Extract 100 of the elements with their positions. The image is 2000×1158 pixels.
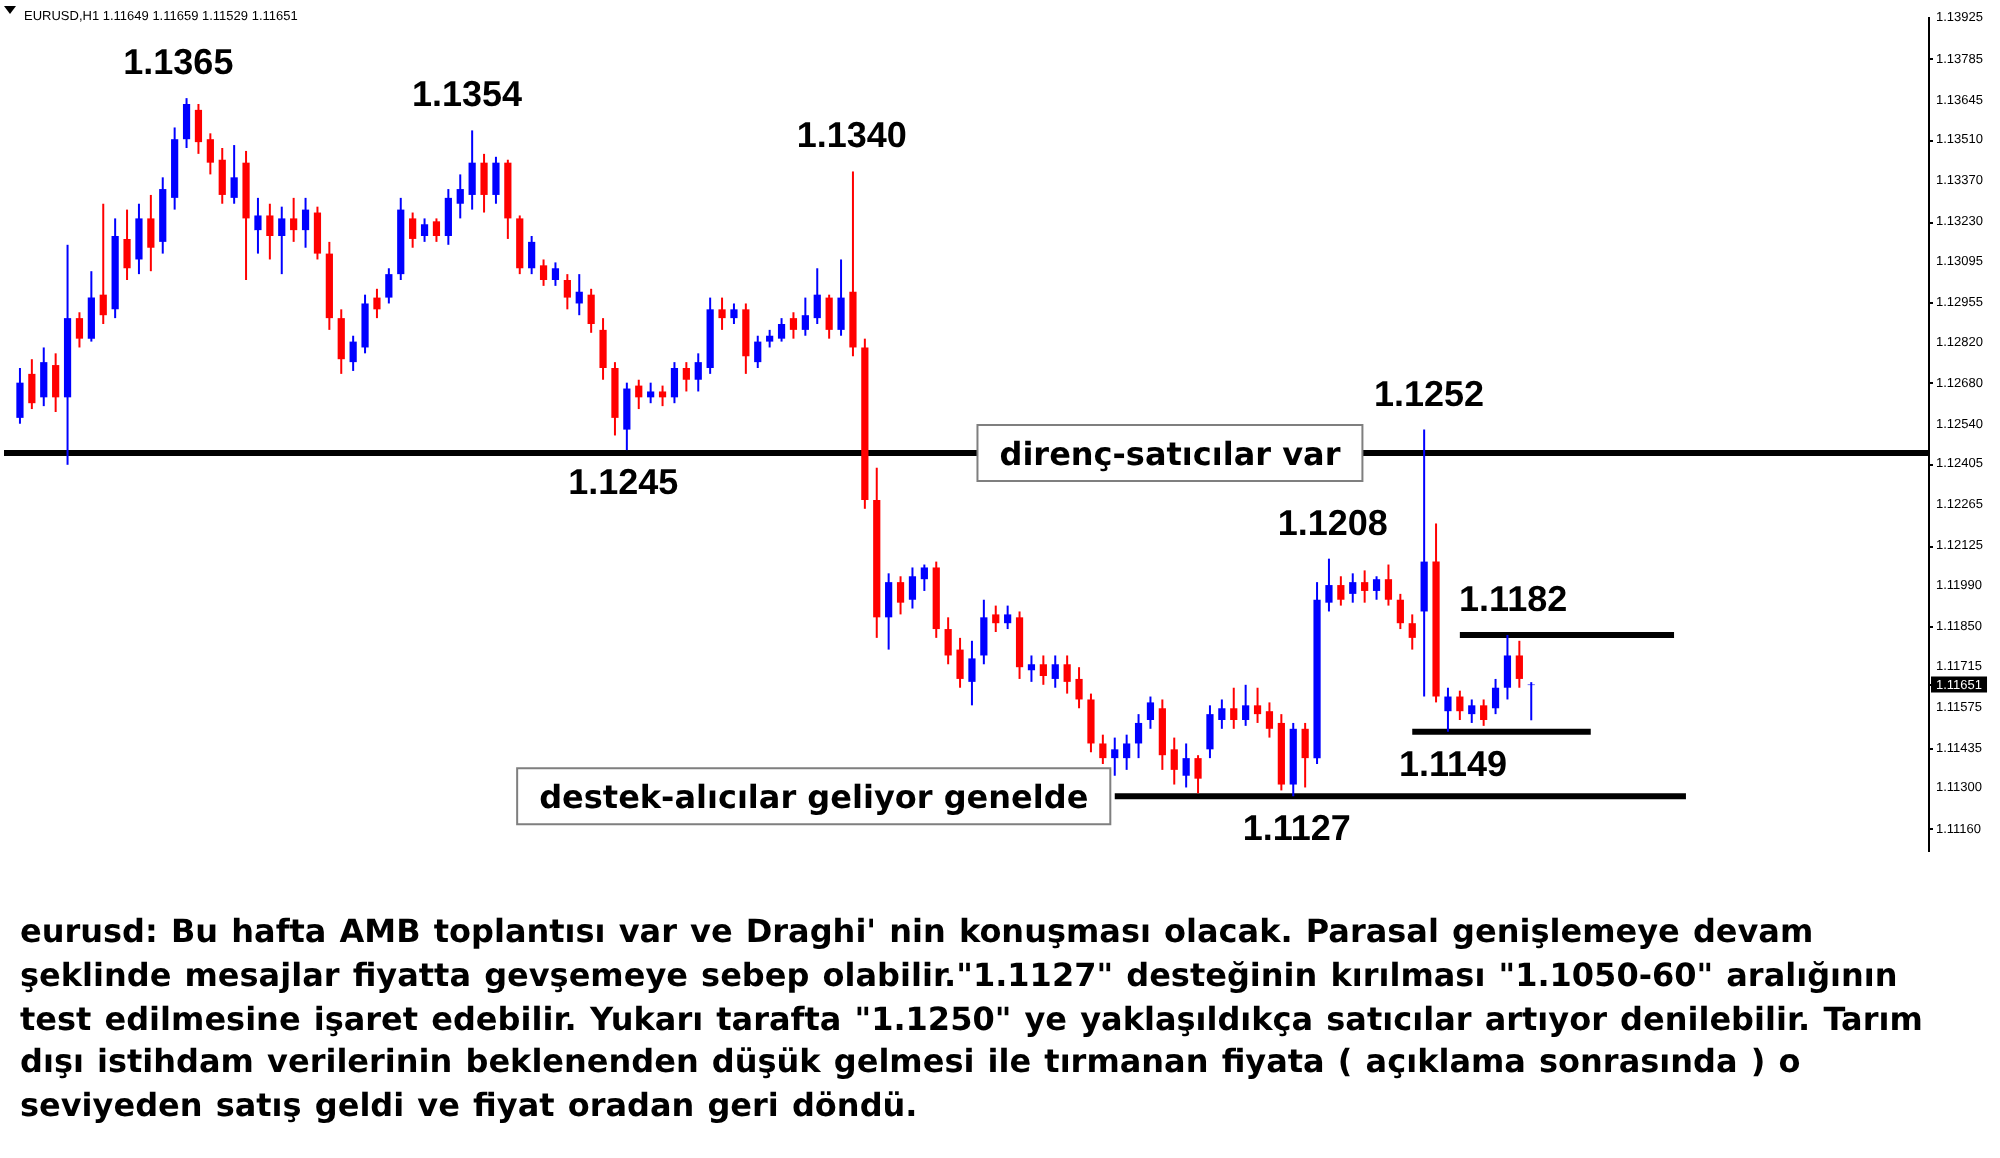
candlestick xyxy=(278,205,286,276)
candlestick xyxy=(718,296,726,331)
candlestick xyxy=(539,258,548,287)
candlestick xyxy=(432,217,441,243)
candlestick xyxy=(1123,733,1131,771)
candlestick xyxy=(635,378,643,411)
annotation: 1.1149 xyxy=(1398,743,1508,784)
candlestick xyxy=(75,311,84,349)
candlestick xyxy=(575,273,583,317)
candlestick xyxy=(896,575,905,616)
candlestick xyxy=(420,217,429,243)
annotation: 1.1365 xyxy=(123,42,234,83)
candlestick xyxy=(1039,654,1047,686)
candlestick xyxy=(266,202,274,261)
candlestick xyxy=(730,302,738,325)
candlestick xyxy=(99,202,107,325)
candlestick xyxy=(587,287,595,334)
candlestick xyxy=(290,196,298,243)
ref-line-label: direnç-satıcılar var xyxy=(999,435,1341,474)
candlestick xyxy=(1099,733,1107,765)
candlestick xyxy=(123,208,131,281)
candlestick xyxy=(920,563,928,592)
candlestick xyxy=(1134,713,1143,760)
annotation: 1.1245 xyxy=(568,462,679,503)
candlestick xyxy=(694,352,702,393)
candlestick xyxy=(1170,736,1178,786)
candlestick xyxy=(361,293,369,355)
candlestick xyxy=(337,308,345,375)
candlestick xyxy=(1182,742,1190,789)
candlestick xyxy=(16,367,24,425)
candlestick xyxy=(492,155,500,205)
candlestick xyxy=(1230,686,1238,730)
candlestick xyxy=(1004,604,1012,631)
candlestick xyxy=(1491,677,1500,716)
candlestick xyxy=(385,267,393,305)
candlestick xyxy=(28,358,36,411)
candlestick xyxy=(825,293,833,340)
candlestick xyxy=(468,129,476,211)
candlestick xyxy=(682,361,690,393)
candlestick xyxy=(1384,563,1393,607)
candlestick xyxy=(754,334,762,369)
candlestick xyxy=(147,193,155,273)
candlestick xyxy=(599,317,607,381)
candlestick xyxy=(1349,572,1357,604)
candlestick xyxy=(1242,683,1250,727)
candlestick xyxy=(1027,654,1036,683)
candlestick xyxy=(801,296,809,337)
candlestick xyxy=(1051,654,1059,689)
candlestick xyxy=(885,572,893,651)
candlestick xyxy=(1194,754,1202,795)
candlestick xyxy=(1158,698,1166,771)
candlestick xyxy=(623,381,631,452)
candlestick xyxy=(789,311,798,340)
candlestick xyxy=(1503,633,1512,701)
candlestick xyxy=(480,152,488,214)
candlestick xyxy=(87,270,95,343)
candlestick xyxy=(1361,569,1369,604)
candlestick xyxy=(1515,639,1523,689)
candlestick xyxy=(1480,698,1488,727)
candlestick xyxy=(1301,721,1309,789)
candlestick xyxy=(980,598,988,666)
candlestick xyxy=(528,235,536,276)
candlestick xyxy=(135,202,143,276)
candlestick xyxy=(206,132,214,176)
candlestick xyxy=(1111,736,1119,777)
candlestick xyxy=(1444,686,1452,733)
annotation: 1.1208 xyxy=(1277,502,1388,543)
candlestick xyxy=(1218,698,1226,730)
candlestick xyxy=(1468,698,1476,724)
annotation: 1.1182 xyxy=(1459,578,1568,619)
candlestick xyxy=(1408,613,1416,651)
candlestick xyxy=(1146,695,1155,730)
annotation: 1.1252 xyxy=(1373,373,1485,414)
candlestick xyxy=(40,346,48,408)
candlestick xyxy=(52,352,60,413)
annotation: 1.1354 xyxy=(411,74,523,115)
annotation: 1.1340 xyxy=(796,115,907,156)
candlestick xyxy=(1063,654,1071,695)
candlestick xyxy=(194,103,203,155)
text: eurusd: Bu hafta AMB toplantısı var ve Draghi' nin konuşması olacak. Parasal genişlemeye devam şeklinde mesajlar fiyatta gevşemeye sebep olabilir."1.1127" desteğinin kırılması "1.1050-60" aralığının test edilmesine işaret edebilir. Yukarı tarafta "1.1250" ye yaklaşıldıkça satıcılar artıyor denilebilir. Tarım dışı istihdam verilerinin beklenenden düşük gelmesi ile tırmanan fiyata ( açıklama sonrasında ) o seviyeden satış geldi ve fiyat oradan geri döndü. xyxy=(20,910,1925,1128)
candlestick xyxy=(658,384,667,408)
candlestick xyxy=(230,144,238,205)
candlestick xyxy=(182,97,191,149)
candlestick xyxy=(551,261,560,287)
candlestick xyxy=(301,196,310,249)
candlestick xyxy=(444,188,452,246)
candlestick xyxy=(956,636,964,689)
candlestick xyxy=(813,267,821,325)
candlestick xyxy=(992,604,1000,633)
candlestick xyxy=(1253,686,1262,724)
candlestick xyxy=(968,639,976,707)
candlestick xyxy=(908,566,917,610)
candlestick xyxy=(409,211,417,249)
candlestick xyxy=(563,273,571,311)
candlestick xyxy=(944,616,952,666)
candlestick xyxy=(1325,557,1333,613)
candlestick xyxy=(1372,575,1381,601)
candlestick xyxy=(1265,701,1274,739)
candlestick xyxy=(349,334,357,372)
candlestick xyxy=(670,361,679,405)
